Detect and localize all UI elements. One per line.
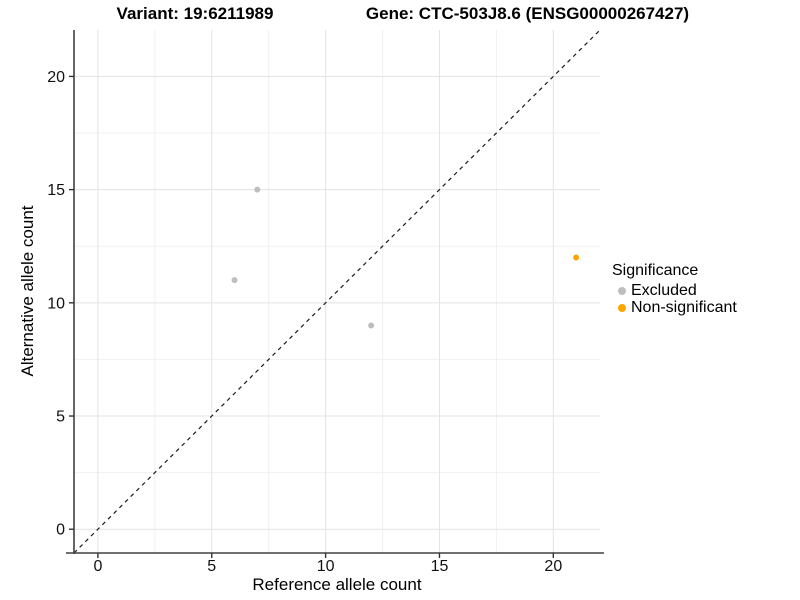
- legend-item-label: Non-significant: [631, 298, 737, 316]
- legend: Significance Excluded Non-significant: [608, 262, 737, 316]
- y-axis-title: Alternative allele count: [18, 205, 37, 377]
- legend-item: Non-significant: [608, 299, 737, 316]
- x-tick-label: 15: [431, 558, 449, 575]
- x-tick-label: 20: [544, 558, 562, 575]
- legend-title: Significance: [612, 262, 699, 279]
- y-tick-label: 5: [56, 409, 65, 426]
- gene-title: Gene: CTC-503J8.6 (ENSG00000267427): [365, 4, 690, 23]
- legend-key-dot-icon: [618, 303, 626, 312]
- y-tick-label: 20: [47, 69, 65, 86]
- x-tick-label: 5: [207, 558, 216, 575]
- data-point: [573, 254, 580, 261]
- legend-item: Excluded: [608, 282, 737, 299]
- identity-line: [73, 29, 601, 554]
- variant-title: Variant: 19:6211989: [116, 4, 274, 23]
- legend-items: Excluded Non-significant: [608, 282, 737, 316]
- data-point: [368, 322, 375, 329]
- y-tick-label: 15: [47, 182, 65, 199]
- data-point: [254, 186, 261, 193]
- data-point: [231, 277, 238, 284]
- y-tick-label: 0: [56, 522, 65, 539]
- x-axis-title: Reference allele count: [252, 575, 422, 594]
- legend-key-dot-icon: [618, 286, 626, 295]
- x-tick-label: 0: [93, 558, 102, 575]
- legend-item-label: Excluded: [631, 281, 697, 299]
- x-tick-label: 10: [317, 558, 335, 575]
- y-tick-label: 10: [47, 295, 65, 312]
